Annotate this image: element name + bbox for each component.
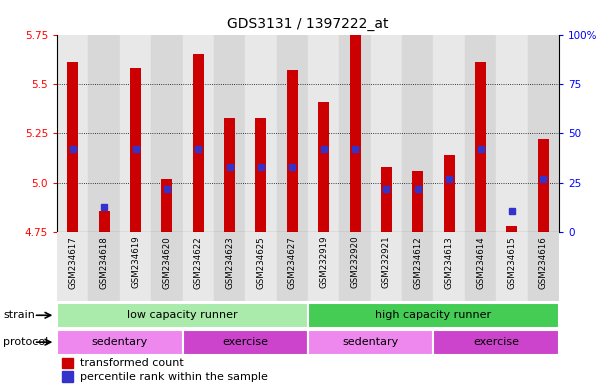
Title: GDS3131 / 1397222_at: GDS3131 / 1397222_at — [227, 17, 389, 31]
Bar — [371, 232, 402, 301]
Text: transformed count: transformed count — [80, 358, 183, 368]
Text: GSM234615: GSM234615 — [507, 236, 516, 288]
Text: GSM234618: GSM234618 — [100, 236, 109, 288]
Bar — [224, 118, 235, 232]
FancyBboxPatch shape — [433, 329, 559, 355]
Bar — [402, 232, 433, 301]
Text: strain: strain — [3, 310, 35, 320]
Bar — [57, 232, 88, 301]
Bar — [255, 118, 266, 232]
Bar — [276, 35, 308, 232]
Bar — [99, 210, 109, 232]
Bar — [245, 35, 276, 232]
Text: GSM234616: GSM234616 — [538, 236, 548, 288]
Bar — [340, 35, 371, 232]
Text: exercise: exercise — [473, 337, 519, 347]
Bar — [162, 179, 172, 232]
FancyBboxPatch shape — [183, 329, 308, 355]
Bar — [245, 232, 276, 301]
Text: GSM234627: GSM234627 — [288, 236, 297, 288]
Bar — [183, 35, 214, 232]
Text: GSM232920: GSM232920 — [350, 236, 359, 288]
Bar — [88, 35, 120, 232]
Text: GSM234620: GSM234620 — [162, 236, 171, 288]
Text: sedentary: sedentary — [343, 337, 399, 347]
Bar — [412, 171, 423, 232]
Bar — [62, 371, 73, 382]
Text: exercise: exercise — [222, 337, 268, 347]
FancyBboxPatch shape — [308, 329, 433, 355]
Bar — [287, 70, 298, 232]
Bar — [381, 167, 392, 232]
Text: GSM232919: GSM232919 — [319, 236, 328, 288]
Text: GSM234625: GSM234625 — [257, 236, 266, 288]
Bar — [402, 35, 433, 232]
Bar — [340, 232, 371, 301]
Bar — [183, 232, 214, 301]
Bar — [57, 35, 88, 232]
Bar — [67, 62, 78, 232]
Bar — [475, 62, 486, 232]
Bar — [151, 35, 183, 232]
Bar — [350, 11, 361, 232]
Bar — [193, 54, 204, 232]
Bar — [465, 232, 496, 301]
Text: GSM232921: GSM232921 — [382, 236, 391, 288]
Bar — [433, 232, 465, 301]
Text: GSM234623: GSM234623 — [225, 236, 234, 288]
Bar — [214, 232, 245, 301]
Bar — [371, 35, 402, 232]
Text: high capacity runner: high capacity runner — [376, 310, 492, 320]
Text: GSM234612: GSM234612 — [413, 236, 423, 288]
Bar — [214, 35, 245, 232]
Bar — [528, 232, 559, 301]
Text: GSM234613: GSM234613 — [445, 236, 454, 288]
FancyBboxPatch shape — [57, 329, 183, 355]
Bar — [88, 232, 120, 301]
Text: sedentary: sedentary — [92, 337, 148, 347]
Bar — [120, 35, 151, 232]
Text: percentile rank within the sample: percentile rank within the sample — [80, 372, 267, 382]
Bar — [308, 35, 340, 232]
Bar — [62, 358, 73, 368]
Bar — [528, 35, 559, 232]
Bar — [276, 232, 308, 301]
Bar — [308, 232, 340, 301]
Bar — [538, 139, 549, 232]
Text: protocol: protocol — [3, 337, 48, 347]
Bar — [465, 35, 496, 232]
Bar — [507, 227, 517, 232]
Bar — [130, 68, 141, 232]
Text: GSM234617: GSM234617 — [69, 236, 78, 288]
Bar — [444, 155, 454, 232]
Bar — [120, 232, 151, 301]
Text: GSM234619: GSM234619 — [131, 236, 140, 288]
Bar — [496, 232, 528, 301]
Text: GSM234622: GSM234622 — [194, 236, 203, 288]
FancyBboxPatch shape — [308, 303, 559, 328]
Text: GSM234614: GSM234614 — [476, 236, 485, 288]
Bar — [496, 35, 528, 232]
Bar — [433, 35, 465, 232]
Bar — [151, 232, 183, 301]
Bar — [318, 102, 329, 232]
FancyBboxPatch shape — [57, 303, 308, 328]
Text: low capacity runner: low capacity runner — [127, 310, 238, 320]
